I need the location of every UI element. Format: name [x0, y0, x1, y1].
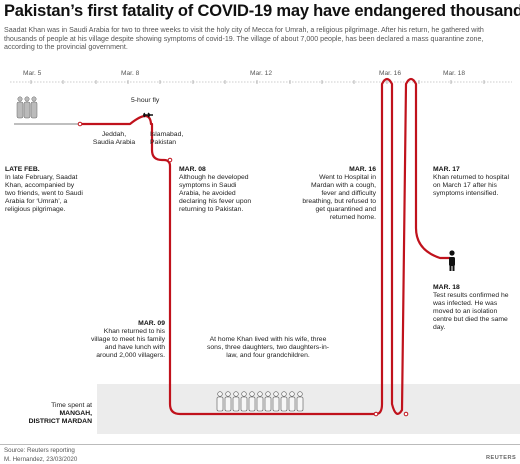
event-text: In late February, Saadat Khan, accompani…	[5, 174, 83, 213]
event-text: Went to Hospital in Mardan with a cough,…	[302, 174, 376, 221]
band-label-line2: MANGAH,	[59, 410, 92, 417]
axis-ticks	[30, 80, 485, 84]
event-mar09: MAR. 09 Khan returned to his village to …	[87, 320, 165, 360]
event-date: MAR. 09	[138, 320, 165, 327]
flight-destination: Islamabad, Pakistan	[150, 131, 184, 146]
event-date: MAR. 08	[179, 166, 206, 173]
event-date: MAR. 16	[349, 166, 376, 173]
tick-mar8: Mar. 8	[121, 70, 140, 77]
event-text: Although he developed symptoms in Saudi …	[179, 174, 252, 213]
source-note: Source: Reuters reporting	[4, 447, 75, 454]
flight-label: 5-hour fly	[131, 97, 160, 104]
event-markers	[77, 121, 409, 417]
event-text: Khan returned to hospital on March 17 af…	[433, 174, 509, 197]
family-icon	[216, 391, 304, 412]
pilgrims-icon	[16, 96, 38, 119]
band-label-line1: Time spent at	[51, 402, 92, 409]
reuters-logo: REUTERS	[486, 455, 517, 461]
intro-text: Saadat Khan was in Saudi Arabia for two …	[4, 26, 484, 52]
person-icon	[449, 250, 455, 271]
event-mar18: MAR. 18 Test results confirmed he was in…	[433, 284, 509, 332]
tick-mar5: Mar. 5	[23, 70, 42, 77]
tick-mar16: Mar. 16	[379, 70, 401, 77]
airplane-icon	[143, 112, 153, 118]
journey-path	[80, 77, 450, 416]
tick-mar18: Mar. 18	[443, 70, 465, 77]
page-title: Pakistan’s first fatality of COVID-19 ma…	[4, 2, 520, 20]
event-mar16: MAR. 16 Went to Hospital in Mardan with …	[298, 166, 376, 222]
event-text: Khan returned to his village to meet his…	[90, 328, 165, 359]
credit-note: M. Hernandez, 23/03/2020	[4, 456, 78, 463]
tick-mar12: Mar. 12	[250, 70, 272, 77]
event-date: MAR. 17	[433, 166, 460, 173]
event-late-feb: LATE FEB. In late February, Saadat Khan,…	[5, 166, 83, 214]
flight-origin: Jeddah, Saudia Arabia	[92, 131, 136, 146]
event-date: LATE FEB.	[5, 166, 40, 173]
band-label-line3: DISTRICT MARDAN	[28, 418, 92, 425]
family-note: At home Khan lived with his wife, three …	[206, 336, 330, 359]
mangah-band	[97, 384, 520, 434]
footer-rule	[0, 444, 520, 445]
event-mar08: MAR. 08 Although he developed symptoms i…	[179, 166, 259, 214]
event-text: Test results confirmed he was infected. …	[433, 292, 509, 331]
event-date: MAR. 18	[433, 284, 460, 291]
event-mar17: MAR. 17 Khan returned to hospital on Mar…	[433, 166, 509, 198]
band-label: Time spent at MANGAH, DISTRICT MARDAN	[24, 402, 92, 426]
